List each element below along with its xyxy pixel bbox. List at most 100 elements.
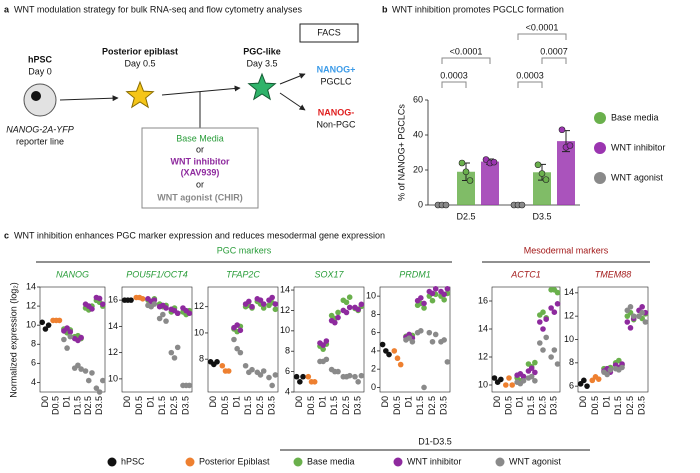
data-point — [260, 301, 267, 307]
x-tick-label: D1 — [515, 396, 525, 408]
data-point — [355, 306, 361, 313]
y-tick-label: 8 — [569, 357, 574, 367]
x-tick-label: D1 — [602, 396, 612, 408]
gene-name: TMEM88 — [595, 269, 632, 279]
legend-swatch — [594, 142, 606, 154]
data-point — [96, 295, 103, 302]
facs-box — [299, 23, 359, 43]
data-point — [249, 303, 255, 310]
x-tick-label: D0 — [122, 396, 132, 408]
data-point — [551, 347, 558, 353]
data-point — [260, 368, 267, 374]
legend-label: Posterior Epiblast — [199, 456, 270, 466]
data-point — [346, 372, 353, 379]
x-tick-label: D1.5 — [72, 396, 82, 415]
data-point — [249, 366, 255, 373]
data-point — [151, 297, 158, 303]
data-point — [156, 315, 163, 322]
plot-frame — [577, 286, 649, 393]
data-point — [429, 338, 436, 345]
data-point — [269, 294, 275, 301]
data-point — [85, 377, 92, 384]
data-point — [383, 348, 389, 354]
data-point — [607, 367, 614, 373]
data-point — [394, 355, 401, 362]
y-tick-label: 8 — [31, 339, 36, 349]
data-point — [466, 177, 474, 184]
x-tick-label: D0.5 — [306, 396, 316, 415]
stage-name: PGC-like — [243, 46, 281, 56]
y-tick-label: 6 — [31, 358, 36, 368]
data-point — [335, 314, 341, 321]
data-point — [442, 201, 450, 209]
data-point — [266, 374, 272, 381]
y-tick-label: 60 — [413, 94, 423, 104]
data-point — [67, 333, 74, 340]
x-tick-label: D2.5 — [625, 396, 635, 415]
epiblast-cell — [125, 80, 155, 109]
plot-frame — [379, 286, 451, 393]
data-point — [566, 142, 574, 149]
data-point — [534, 161, 542, 169]
y-tick-label: 4 — [31, 377, 36, 387]
data-point — [391, 348, 398, 354]
x-tick-label: D1.5 — [243, 396, 253, 415]
arrow — [59, 95, 119, 102]
data-point — [509, 382, 515, 388]
y-tick-label: 6 — [569, 381, 574, 391]
data-point — [441, 291, 447, 298]
x-tick-label: D2.5 — [341, 396, 351, 415]
data-point — [151, 301, 158, 307]
data-point — [554, 361, 561, 367]
x-tick-label: D0 — [40, 396, 50, 408]
data-point — [379, 341, 386, 348]
significance-bracket — [517, 81, 543, 88]
data-point — [234, 322, 240, 328]
data-point — [528, 373, 535, 380]
facs: FACS — [317, 27, 341, 37]
data-point — [99, 377, 106, 384]
legend-swatch — [107, 457, 117, 467]
y-tick-label: 8 — [371, 309, 376, 319]
data-point — [163, 305, 169, 311]
data-point — [421, 300, 427, 307]
data-point — [432, 286, 439, 292]
data-point — [272, 306, 279, 313]
data-point — [558, 126, 566, 134]
data-point — [619, 364, 625, 371]
data-point — [311, 379, 318, 385]
p-value: <0.0001 — [526, 22, 559, 32]
x-tick-label: D3.5 — [637, 396, 647, 415]
y-tick-label: 14 — [280, 284, 290, 294]
y-tick-label: 40 — [413, 129, 423, 139]
data-point — [89, 370, 95, 376]
data-point — [257, 372, 264, 378]
y-tick-label: 16 — [478, 295, 488, 305]
data-point — [418, 328, 424, 334]
data-point — [64, 325, 70, 331]
data-point — [343, 299, 350, 306]
data-point — [305, 373, 312, 380]
panel-title: WNT inhibition enhances PGC marker expre… — [14, 230, 385, 240]
x-tick-label: D2.5 — [83, 396, 93, 415]
data-point — [543, 316, 549, 323]
x-tick-label: D2.5 — [255, 396, 265, 415]
treatment: WNT inhibitor — [171, 156, 230, 166]
x-tick-label: D2.5 — [456, 211, 475, 221]
data-point — [540, 347, 546, 353]
data-point — [168, 349, 175, 356]
data-point — [78, 334, 84, 341]
data-point — [540, 309, 546, 316]
x-tick-label: D0.5 — [134, 396, 144, 415]
data-point — [532, 369, 538, 376]
treatment: WNT agonist (CHIR) — [157, 192, 243, 202]
y-tick-label: 8 — [285, 346, 290, 356]
data-point — [56, 317, 63, 324]
data-point — [426, 329, 433, 336]
bar — [557, 141, 575, 205]
data-point — [171, 355, 178, 361]
legend-swatch — [594, 172, 606, 184]
data-point — [272, 372, 279, 378]
